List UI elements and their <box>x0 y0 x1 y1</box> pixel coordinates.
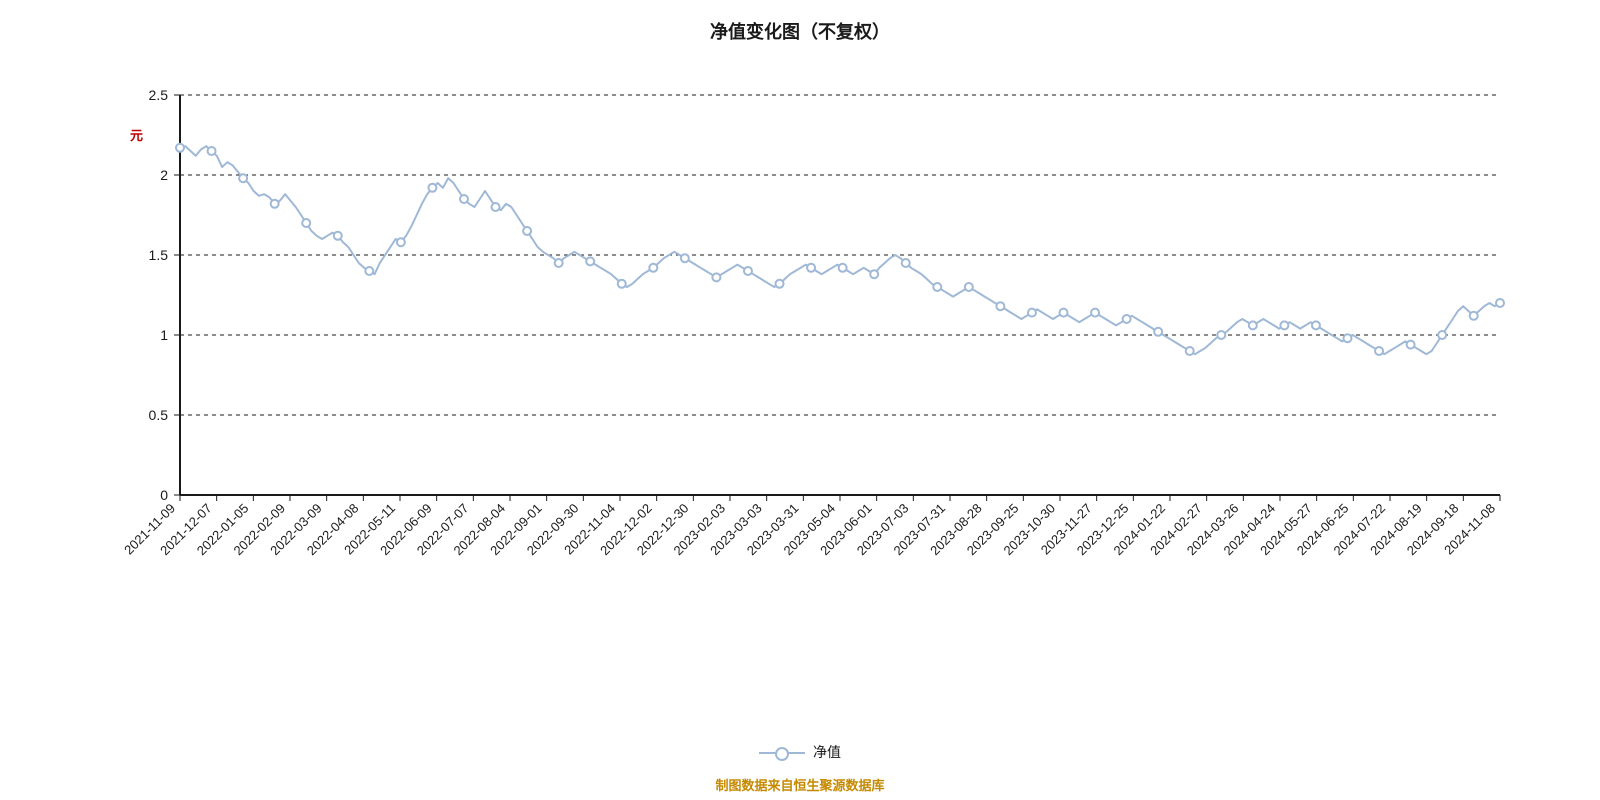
series-marker <box>397 238 405 246</box>
series-marker <box>1154 328 1162 336</box>
series-marker <box>807 264 815 272</box>
series-marker <box>1496 299 1504 307</box>
series-marker <box>1470 312 1478 320</box>
chart-svg: 00.511.522.52021-11-092021-12-072022-01-… <box>0 0 1600 800</box>
series-marker <box>428 184 436 192</box>
series-marker <box>1186 347 1194 355</box>
series-marker <box>1028 309 1036 317</box>
series-marker <box>492 203 500 211</box>
series-marker <box>302 219 310 227</box>
series-marker <box>586 257 594 265</box>
series-marker <box>712 273 720 281</box>
series-marker <box>271 200 279 208</box>
y-tick-label: 2 <box>160 167 168 183</box>
series-marker <box>933 283 941 291</box>
y-tick-label: 2.5 <box>149 87 169 103</box>
series-marker <box>618 280 626 288</box>
legend: 净值 <box>0 742 1600 762</box>
series-marker <box>1438 331 1446 339</box>
y-tick-label: 0.5 <box>149 407 169 423</box>
series-marker <box>555 259 563 267</box>
series-marker <box>523 227 531 235</box>
credit-line: 制图数据来自恒生聚源数据库 <box>0 775 1600 794</box>
legend-label: 净值 <box>813 744 841 760</box>
series-marker <box>839 264 847 272</box>
series-marker <box>996 302 1004 310</box>
series-marker <box>1375 347 1383 355</box>
series-marker <box>1343 334 1351 342</box>
series-marker <box>744 267 752 275</box>
series-marker <box>208 147 216 155</box>
series-marker <box>365 267 373 275</box>
series-marker <box>681 254 689 262</box>
series-line <box>180 146 1500 354</box>
y-tick-label: 1.5 <box>149 247 169 263</box>
y-tick-label: 1 <box>160 327 168 343</box>
series-marker <box>776 280 784 288</box>
series-marker <box>1091 309 1099 317</box>
series-marker <box>1060 309 1068 317</box>
series-marker <box>1280 321 1288 329</box>
series-marker <box>1123 315 1131 323</box>
series-marker <box>1217 331 1225 339</box>
chart-container: 净值变化图（不复权） 元 00.511.522.52021-11-092021-… <box>0 0 1600 800</box>
legend-swatch <box>759 752 805 754</box>
series-marker <box>1312 321 1320 329</box>
series-marker <box>334 232 342 240</box>
series-marker <box>239 174 247 182</box>
series-marker <box>902 259 910 267</box>
series-marker <box>1249 321 1257 329</box>
series-marker <box>460 195 468 203</box>
series-marker <box>1407 341 1415 349</box>
series-marker <box>870 270 878 278</box>
series-marker <box>965 283 973 291</box>
series-marker <box>649 264 657 272</box>
series-marker <box>176 144 184 152</box>
